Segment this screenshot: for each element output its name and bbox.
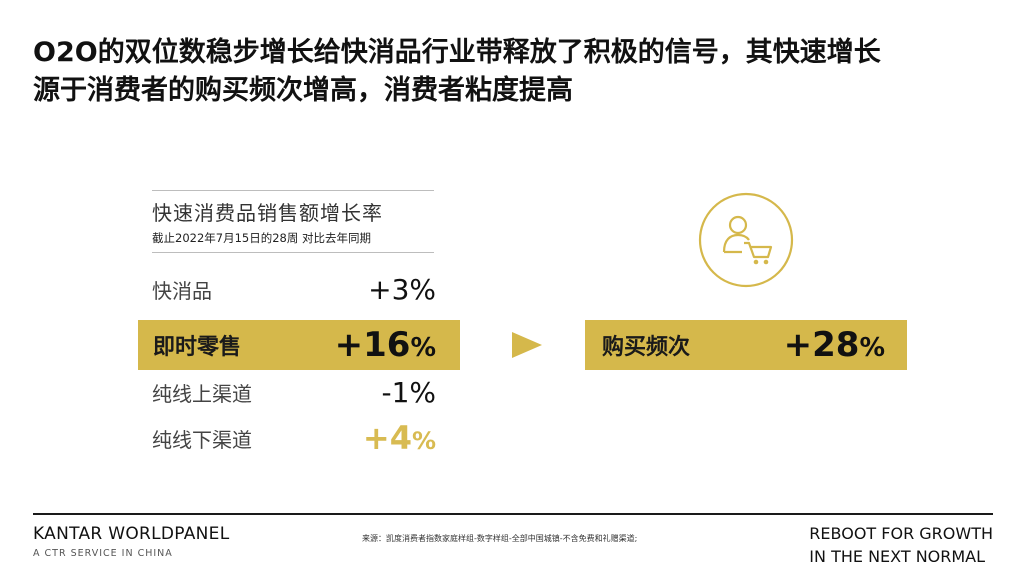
page-title: O2O的双位数稳步增长给快消品行业带释放了积极的信号，其快速增长 源于消费者的购…	[33, 34, 993, 110]
row-value: +3%	[368, 273, 436, 306]
value-unit: %	[410, 333, 436, 363]
row-value: -1%	[381, 376, 436, 409]
value-unit: %	[859, 333, 885, 363]
tagline: REBOOT FOR GROWTH IN THE NEXT NORMAL	[809, 522, 993, 568]
row-label: 纯线上渠道	[152, 381, 252, 406]
footer-divider	[33, 513, 993, 515]
tagline-line-1: REBOOT FOR GROWTH	[809, 524, 993, 543]
value-unit: %	[411, 427, 436, 455]
value-number: +28	[783, 325, 860, 365]
source-note: 来源：凯度消费者指数家庭样组-数字样组-全部中国城镇-不含免费和礼赠渠道;	[362, 534, 638, 543]
value-number: +3	[368, 272, 410, 306]
purchase-frequency-box: 购买频次 +28%	[585, 320, 907, 370]
divider	[152, 190, 434, 191]
row-value: +16%	[335, 325, 436, 365]
brand-logo: KANTAR WORLDPANEL	[33, 524, 230, 544]
frequency-label: 购买频次	[602, 335, 691, 360]
tagline-line-2: IN THE NEXT NORMAL	[809, 547, 986, 566]
value-unit: %	[409, 272, 436, 306]
value-number: +16	[334, 325, 411, 365]
row-label: 快消品	[152, 278, 212, 303]
title-line-2: 源于消费者的购买频次增高，消费者粘度提高	[33, 75, 573, 106]
row-value: +4%	[363, 419, 436, 457]
panel-subtitle: 截止2022年7月15日的28周 对比去年同期	[152, 231, 372, 245]
row-online-only: 纯线上渠道 -1%	[152, 367, 436, 417]
title-line-1: O2O的双位数稳步增长给快消品行业带释放了积极的信号，其快速增长	[33, 37, 881, 68]
row-instant-retail: 即时零售 +16%	[138, 320, 460, 370]
panel-title: 快速消费品销售额增长率	[152, 201, 383, 225]
row-fmcg: 快消品 +3%	[152, 264, 436, 314]
growth-panel-header: 快速消费品销售额增长率 截止2022年7月15日的28周 对比去年同期	[152, 190, 434, 253]
brand-subtitle: A CTR SERVICE IN CHINA	[33, 548, 173, 559]
right-arrow-icon	[512, 332, 542, 358]
value-unit: %	[409, 375, 436, 409]
divider	[152, 252, 434, 253]
frequency-value: +28%	[784, 325, 885, 365]
value-number: +4	[362, 419, 412, 457]
shopper-cart-icon	[698, 192, 794, 288]
value-number: -1	[381, 375, 410, 409]
row-offline-only: 纯线下渠道 +4%	[152, 413, 436, 463]
row-label: 纯线下渠道	[152, 427, 252, 452]
row-label: 即时零售	[153, 335, 242, 360]
